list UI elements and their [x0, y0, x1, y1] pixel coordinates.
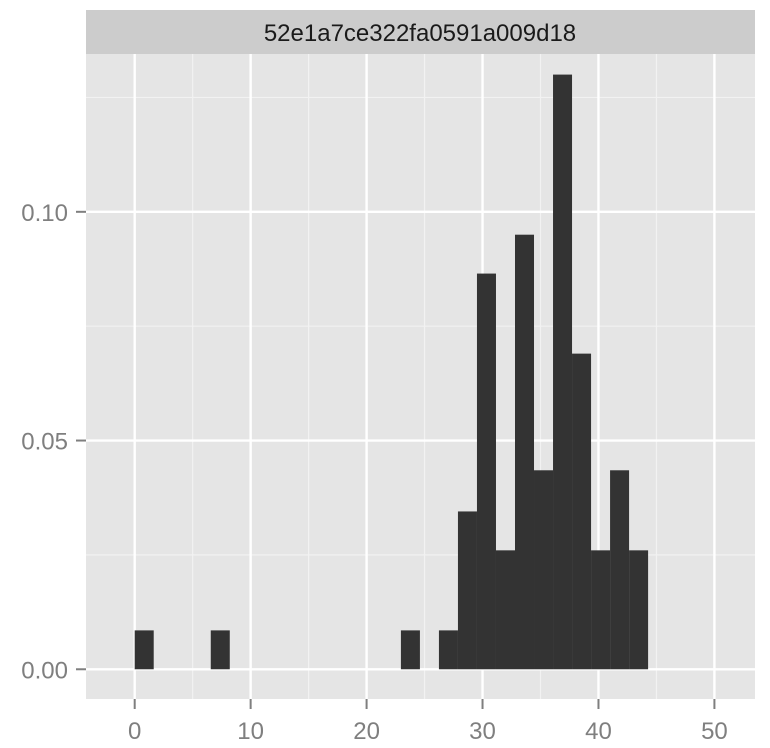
y-axis: 0.00 0.05 0.10 [21, 200, 86, 684]
histogram-bar [553, 74, 573, 670]
strip-background [86, 10, 755, 54]
histogram-bar [591, 550, 611, 670]
histogram-bar [610, 470, 630, 670]
histogram-bar [210, 630, 230, 670]
histogram-bar [134, 630, 154, 670]
histogram-bar [572, 353, 592, 670]
x-tick-label: 50 [701, 718, 728, 745]
histogram-bar [495, 550, 515, 670]
y-tick-label: 0.05 [21, 429, 68, 456]
x-axis: 0 10 20 30 40 50 [128, 699, 728, 745]
x-tick-label: 20 [353, 718, 380, 745]
histogram-bar [629, 550, 649, 670]
x-tick-label: 30 [469, 718, 496, 745]
major-gridlines [86, 54, 755, 699]
histogram-bar [514, 234, 535, 670]
histogram-bar [476, 273, 496, 670]
y-tick-label: 0.00 [21, 657, 68, 684]
facet-strip-label: 52e1a7ce322fa0591a009d18 [264, 20, 576, 47]
y-tick-label: 0.10 [21, 200, 68, 227]
histogram-bar [534, 470, 554, 670]
histogram-bar [400, 630, 420, 670]
histogram-bar [438, 630, 458, 670]
histogram-bar [457, 511, 477, 670]
x-tick-label: 0 [128, 718, 141, 745]
x-tick-label: 40 [585, 718, 612, 745]
x-tick-label: 10 [237, 718, 264, 745]
panel-background [86, 54, 755, 699]
histogram-bars [134, 74, 649, 670]
